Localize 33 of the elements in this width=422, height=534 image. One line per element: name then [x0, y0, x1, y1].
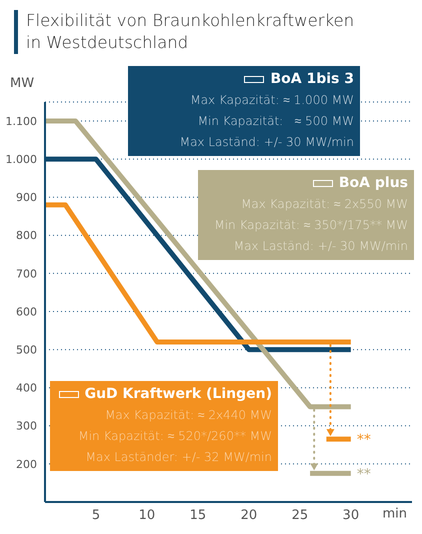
- legend-label: BoA 1bis 3: [270, 70, 354, 89]
- chart-title: Flexibilität von Braunkohlenkraftwerken in Westdeutschland: [26, 10, 356, 54]
- annotation: Max Kapazität: ≈ 2x440 MW: [104, 407, 272, 424]
- x-tick-label: 30: [342, 508, 360, 524]
- annotation: Min Kapazität: ≈ 350*/175** MW: [213, 217, 408, 234]
- x-tick-label: 25: [292, 508, 308, 524]
- annotation: Min Kapazität: ≈ 500 MW: [196, 113, 354, 130]
- annotation: **: [356, 466, 371, 482]
- y-tick-label: 1.000: [6, 153, 37, 166]
- x-tick-label: 10: [138, 508, 156, 524]
- y-tick-label: 900: [16, 191, 37, 204]
- y-tick-label: 400: [16, 382, 37, 395]
- legend-label: BoA plus: [338, 174, 408, 193]
- y-tick-label: 500: [16, 344, 37, 357]
- y-tick-label: 1.100: [6, 114, 37, 128]
- legend-label: GuD Kraftwerk (Lingen): [84, 385, 272, 404]
- y-tick-label: 300: [16, 420, 37, 433]
- annotation: **: [356, 432, 371, 448]
- x-tick-label: 5: [92, 508, 100, 524]
- y-axis-title: MW: [10, 76, 34, 91]
- x-axis-title: min: [382, 506, 407, 522]
- y-tick-label: 600: [16, 305, 37, 318]
- y-tick-label: 800: [16, 229, 37, 242]
- annotation: Min Kapazität: ≈ 520*/260** MW: [77, 428, 272, 445]
- annotation: Max Laständer: +/- 32 MW/min: [84, 449, 272, 466]
- x-tick-label: 15: [190, 508, 206, 524]
- annotation: Max Laständ: +/- 30 MW/min: [232, 238, 408, 255]
- annotation: Max Kapazität: ≈ 2x550 MW: [240, 196, 408, 213]
- annotation: Max Laständ: +/- 30 MW/min: [178, 134, 354, 151]
- y-tick-label: 200: [16, 458, 37, 471]
- x-tick-label: 20: [240, 508, 258, 524]
- y-tick-label: 700: [16, 267, 37, 280]
- annotation: Max Kapazität: ≈ 1.000 MW: [189, 92, 354, 109]
